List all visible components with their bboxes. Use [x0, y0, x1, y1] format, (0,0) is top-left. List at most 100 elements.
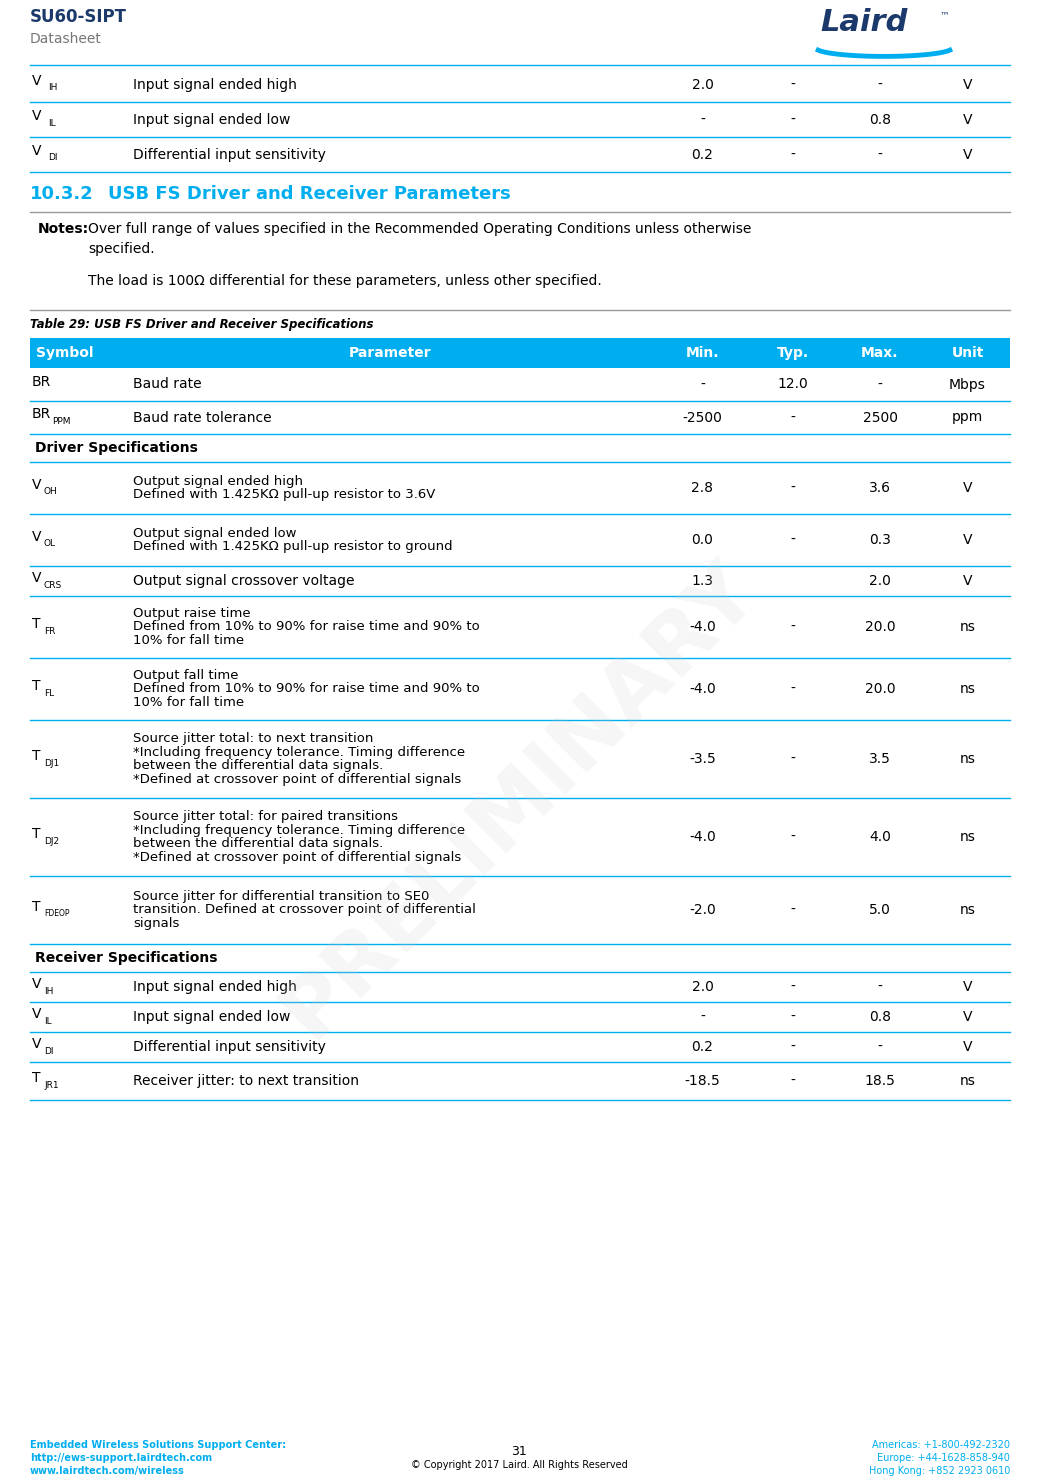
Text: Defined from 10% to 90% for raise time and 90% to: Defined from 10% to 90% for raise time a… [133, 683, 480, 696]
Text: V: V [32, 108, 42, 123]
Text: -: - [877, 377, 882, 392]
Text: ns: ns [959, 830, 976, 844]
Text: 10.3.2: 10.3.2 [30, 186, 93, 203]
Text: -: - [877, 79, 882, 92]
Text: Laird: Laird [820, 7, 907, 37]
Text: Source jitter total: for paired transitions: Source jitter total: for paired transiti… [133, 810, 398, 824]
Text: 1.3: 1.3 [691, 574, 713, 588]
Text: 10% for fall time: 10% for fall time [133, 696, 244, 709]
Text: ns: ns [959, 620, 976, 634]
Text: -: - [700, 113, 705, 128]
Text: 3.6: 3.6 [869, 481, 891, 496]
Text: 10% for fall time: 10% for fall time [133, 634, 244, 647]
Text: ns: ns [959, 683, 976, 696]
Text: V: V [963, 79, 973, 92]
Text: © Copyright 2017 Laird. All Rights Reserved: © Copyright 2017 Laird. All Rights Reser… [411, 1460, 627, 1471]
Text: ns: ns [959, 902, 976, 917]
Text: BR: BR [32, 408, 51, 421]
Text: IL: IL [48, 119, 56, 128]
Text: V: V [32, 530, 42, 545]
Text: transition. Defined at crossover point of differential: transition. Defined at crossover point o… [133, 904, 475, 917]
Text: 31: 31 [511, 1445, 527, 1457]
Text: *Including frequency tolerance. Timing difference: *Including frequency tolerance. Timing d… [133, 746, 465, 758]
Text: -: - [877, 979, 882, 994]
Text: -: - [790, 113, 795, 128]
Text: FL: FL [44, 689, 54, 697]
Text: Over full range of values specified in the Recommended Operating Conditions unle: Over full range of values specified in t… [88, 223, 752, 255]
Text: -: - [790, 533, 795, 548]
Text: 0.8: 0.8 [869, 1011, 891, 1024]
Text: T: T [32, 617, 40, 631]
Text: Output fall time: Output fall time [133, 669, 239, 683]
Text: between the differential data signals.: between the differential data signals. [133, 837, 383, 850]
Text: V: V [32, 976, 42, 991]
Text: DI: DI [44, 1046, 54, 1055]
Text: T: T [32, 749, 40, 763]
Text: Output signal ended high: Output signal ended high [133, 475, 303, 488]
Text: V: V [963, 533, 973, 548]
Text: Typ.: Typ. [776, 346, 809, 361]
Text: Parameter: Parameter [349, 346, 432, 361]
Text: *Defined at crossover point of differential signals: *Defined at crossover point of different… [133, 773, 461, 785]
Text: V: V [963, 574, 973, 588]
Text: Input signal ended low: Input signal ended low [133, 1011, 291, 1024]
Text: IH: IH [48, 83, 57, 92]
Text: V: V [32, 478, 42, 493]
Text: www.lairdtech.com/wireless: www.lairdtech.com/wireless [30, 1466, 185, 1477]
Text: 0.8: 0.8 [869, 113, 891, 128]
Text: T: T [32, 899, 40, 914]
Text: 2500: 2500 [863, 411, 898, 424]
Text: -: - [877, 1040, 882, 1054]
Text: -: - [790, 830, 795, 844]
Text: Notes:: Notes: [38, 223, 89, 236]
Text: -2.0: -2.0 [689, 902, 716, 917]
Text: V: V [32, 74, 42, 88]
Text: 12.0: 12.0 [777, 377, 808, 392]
Text: 5.0: 5.0 [869, 902, 891, 917]
Text: Receiver jitter: to next transition: Receiver jitter: to next transition [133, 1074, 359, 1088]
Text: *Including frequency tolerance. Timing difference: *Including frequency tolerance. Timing d… [133, 824, 465, 837]
Text: -: - [790, 979, 795, 994]
Text: V: V [32, 1008, 42, 1021]
Text: -: - [700, 377, 705, 392]
Text: PRELIMINARY: PRELIMINARY [266, 548, 772, 1054]
Text: -18.5: -18.5 [685, 1074, 720, 1088]
Text: USB FS Driver and Receiver Parameters: USB FS Driver and Receiver Parameters [108, 186, 511, 203]
Text: 0.2: 0.2 [691, 148, 713, 162]
Text: Driver Specifications: Driver Specifications [35, 441, 198, 456]
Text: 0.0: 0.0 [691, 533, 713, 548]
Text: -: - [790, 481, 795, 496]
Text: -: - [790, 411, 795, 424]
Text: DJ1: DJ1 [44, 758, 59, 767]
Text: V: V [963, 481, 973, 496]
Bar [30, 338, 1010, 368]
Text: ns: ns [959, 1074, 976, 1088]
Text: The load is 100Ω differential for these parameters, unless other specified.: The load is 100Ω differential for these … [88, 275, 602, 288]
Text: V: V [32, 144, 42, 157]
Text: Input signal ended high: Input signal ended high [133, 979, 297, 994]
Text: BR: BR [32, 374, 51, 389]
Text: Input signal ended high: Input signal ended high [133, 79, 297, 92]
Text: JR1: JR1 [44, 1080, 58, 1089]
Text: ™: ™ [940, 10, 950, 19]
Text: -: - [790, 1074, 795, 1088]
Text: Americas: +1-800-492-2320: Americas: +1-800-492-2320 [872, 1439, 1010, 1450]
Text: 4.0: 4.0 [869, 830, 891, 844]
Text: *Defined at crossover point of differential signals: *Defined at crossover point of different… [133, 850, 461, 864]
Text: T: T [32, 827, 40, 841]
Text: -: - [790, 683, 795, 696]
Text: -3.5: -3.5 [689, 752, 716, 766]
Text: -: - [790, 1011, 795, 1024]
Text: 2.8: 2.8 [691, 481, 713, 496]
Text: V: V [963, 1011, 973, 1024]
Text: -: - [790, 79, 795, 92]
Text: ns: ns [959, 752, 976, 766]
Text: Symbol: Symbol [36, 346, 93, 361]
Text: PPM: PPM [52, 417, 71, 426]
Text: 2.0: 2.0 [691, 979, 713, 994]
Text: OH: OH [44, 488, 58, 497]
Text: DJ2: DJ2 [44, 837, 59, 846]
Text: Output signal crossover voltage: Output signal crossover voltage [133, 574, 355, 588]
Text: Table 29: USB FS Driver and Receiver Specifications: Table 29: USB FS Driver and Receiver Spe… [30, 318, 374, 331]
Text: Baud rate: Baud rate [133, 377, 201, 392]
